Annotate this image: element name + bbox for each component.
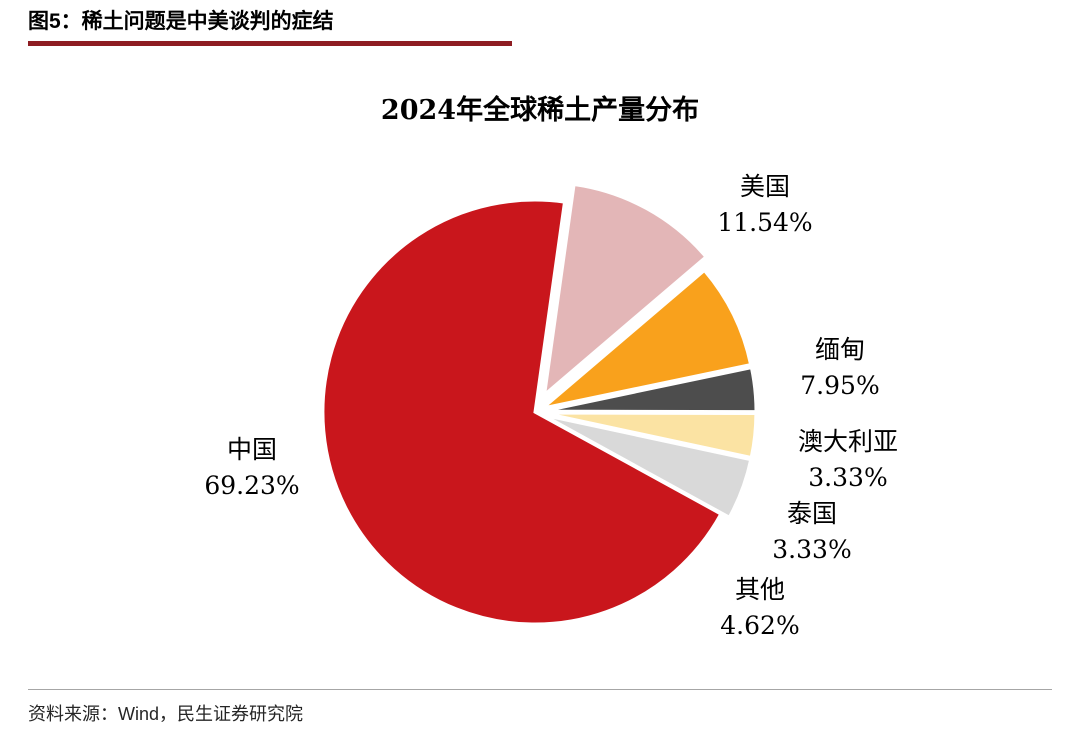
figure-title: 图5：稀土问题是中美谈判的症结 xyxy=(28,10,334,33)
pie-value-usa: 11.54% xyxy=(717,208,812,237)
pie-label-thailand: 泰国 xyxy=(787,499,837,528)
source-note: 资料来源：Wind，民生证券研究院 xyxy=(28,704,304,724)
pie-value-australia: 3.33% xyxy=(808,463,887,492)
pie-value-china: 69.23% xyxy=(204,471,299,500)
footer-divider xyxy=(28,689,1052,690)
figure-header: 图5：稀土问题是中美谈判的症结 xyxy=(28,8,512,47)
pie-label-australia: 澳大利亚 xyxy=(798,427,898,456)
pie-slice-usa xyxy=(542,182,709,399)
pie-value-myanmar: 7.95% xyxy=(800,371,879,400)
pie-label-myanmar: 缅甸 xyxy=(815,335,865,364)
header-underline xyxy=(28,41,512,47)
pie-slice-myanmar xyxy=(542,268,753,410)
chart-title: 2024年全球稀土产量分布 xyxy=(380,95,700,126)
pie-label-usa: 美国 xyxy=(740,172,790,201)
pie-slice-china xyxy=(321,198,723,626)
pie-label-other: 其他 xyxy=(735,575,785,604)
pie-value-other: 4.62% xyxy=(720,611,799,640)
pie-slice-australia xyxy=(543,365,758,414)
pie-value-thailand: 3.33% xyxy=(772,535,851,564)
pie-slice-thailand xyxy=(543,411,758,460)
pie-slice-other xyxy=(542,413,753,520)
pie-label-china: 中国 xyxy=(227,435,277,464)
